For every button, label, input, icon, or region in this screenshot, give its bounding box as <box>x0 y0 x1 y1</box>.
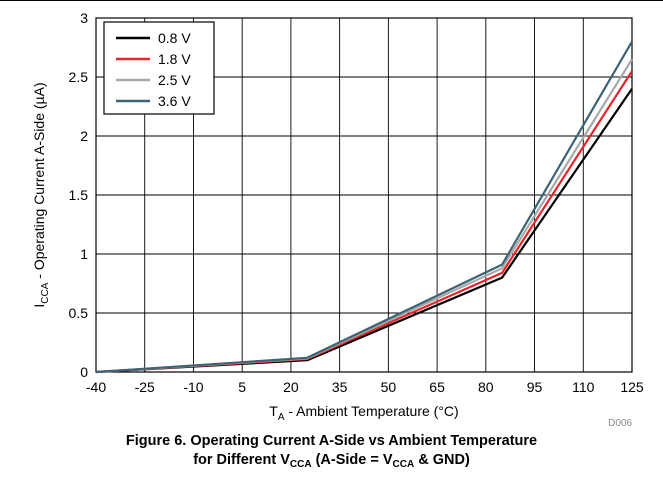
x-tick-label: 110 <box>572 379 595 395</box>
caption-text-c: & GND) <box>414 452 470 468</box>
x-tick-label: 20 <box>283 379 299 395</box>
x-axis-title-rest: - Ambient Temperature (°C) <box>285 403 459 419</box>
legend-label-1: 0.8 V <box>158 30 191 46</box>
x-tick-label: -10 <box>183 379 203 395</box>
y-axis-title: ICCA - Operating Current A-Side (µA) <box>31 82 51 307</box>
y-tick-label: 0 <box>80 364 88 380</box>
y-axis-title-rest: - Operating Current A-Side (µA) <box>31 82 47 282</box>
x-tick-label: 50 <box>381 379 397 395</box>
x-tick-label: 80 <box>478 379 494 395</box>
x-axis-title: TA - Ambient Temperature (°C) <box>269 403 458 423</box>
x-tick-label: -25 <box>135 379 155 395</box>
legend-label-3: 2.5 V <box>158 72 191 88</box>
x-tick-label: -40 <box>86 379 106 395</box>
y-tick-label: 2 <box>80 128 88 144</box>
legend-label-2: 1.8 V <box>158 51 191 67</box>
y-tick-label: 2.5 <box>69 69 89 85</box>
caption-sub-1: CCA <box>289 459 312 470</box>
caption-sub-2: CCA <box>392 459 415 470</box>
legend-label-4: 3.6 V <box>158 93 191 109</box>
figure-caption: Figure 6. Operating Current A-Side vs Am… <box>0 432 663 474</box>
x-tick-label: 95 <box>527 379 543 395</box>
line-chart: -40 -25 -10 5 20 35 50 65 80 95 110 125 0 0.5 1 1.5 2 2.… <box>31 10 644 429</box>
y-tick-label: 1 <box>80 246 88 262</box>
legend: 0.8 V 1.8 V 2.5 V 3.6 V <box>103 21 215 115</box>
series-layer <box>95 41 633 374</box>
y-axis-ticks: 0 0.5 1 1.5 2 2.5 3 <box>69 10 89 380</box>
y-axis-title-sub: CCA <box>40 282 51 303</box>
x-axis-ticks: -40 -25 -10 5 20 35 50 65 80 95 110 125 <box>86 379 644 395</box>
y-tick-label: 0.5 <box>69 305 89 321</box>
figure-code: D006 <box>608 418 632 429</box>
series-line-4 <box>95 41 633 374</box>
y-tick-label: 3 <box>80 10 88 26</box>
caption-line-1: Figure 6. Operating Current A-Side vs Am… <box>125 433 538 449</box>
x-tick-label: 35 <box>332 379 348 395</box>
caption-text-b: (A-Side = V <box>311 452 393 468</box>
series-line-2 <box>95 70 633 374</box>
x-axis-title-sub: A <box>278 412 285 423</box>
y-axis-title-main: I <box>31 304 47 308</box>
x-tick-label: 125 <box>620 379 644 395</box>
caption-line-2: for Different VCCA (A-Side = VCCA & GND) <box>0 451 663 474</box>
top-rule <box>0 0 663 1</box>
plot-frame <box>95 17 633 373</box>
caption-text-a: for Different V <box>193 452 290 468</box>
x-tick-label: 65 <box>429 379 445 395</box>
x-tick-label: 5 <box>238 379 246 395</box>
y-tick-label: 1.5 <box>69 187 89 203</box>
x-axis-title-main: T <box>269 403 278 419</box>
